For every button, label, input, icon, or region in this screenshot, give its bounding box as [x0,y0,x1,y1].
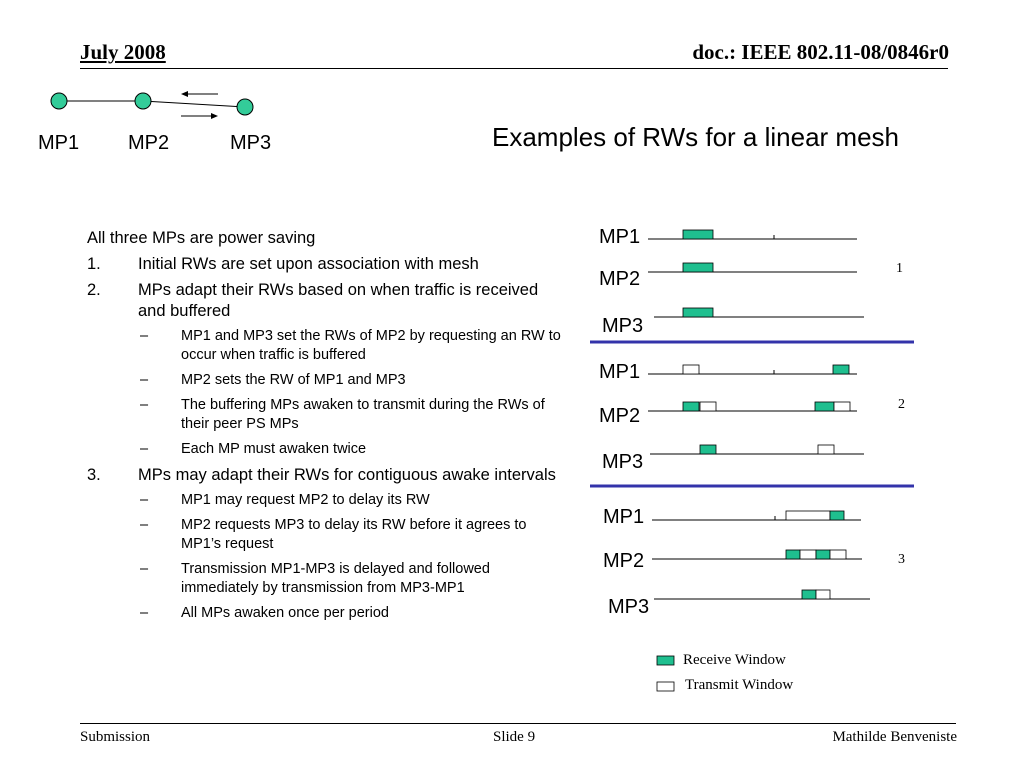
sub-item: – Transmission MP1-MP3 is delayed and fol… [140,561,490,596]
group-number-2: 2 [898,397,905,412]
legend-transmit-swatch [656,681,675,692]
legend-transmit-label: Transmit Window [685,677,794,693]
list-text: Initial RWs are set upon association wit… [138,255,479,273]
group-number-1: 1 [896,261,903,276]
list-item: 1. Initial RWs are set upon association … [87,254,562,275]
list-item: 3. MPs may adapt their RWs for contiguou… [87,465,562,486]
receive-window [682,401,700,412]
arrow-right-head [211,113,218,119]
sub-text: All MPs awaken once per period [181,605,389,621]
row-label-g1-mp2: MP2 [599,268,641,290]
list-number: 1. [87,255,101,273]
body-text: All three MPs are power saving 1. Initia… [87,228,562,629]
list-number: 3. [87,466,101,484]
group-number-3: 3 [898,552,905,567]
transmit-window [815,589,831,600]
transmit-window [829,549,847,560]
node-label-mp1: MP1 [38,132,80,154]
sub-item: – MP1 and MP3 set the RWs of MP2 by reque… [140,328,561,363]
transmit-window [785,510,831,521]
intro-text: All three MPs are power saving [87,229,316,247]
receive-window [815,549,831,560]
sub-item: – All MPs awaken once per period [140,605,389,621]
sub-item: – MP1 may request MP2 to delay its RW [140,492,430,508]
transmit-window [699,401,717,412]
sub-text: MP2 requests MP3 to delay its RW before … [181,517,527,552]
transmit-window [817,444,835,455]
link-mp2-mp3 [142,100,246,108]
header-doc-id: doc.: IEEE 802.11-08/0846r0 [692,40,949,64]
node-mp3 [236,98,254,116]
transmit-window [833,401,851,412]
transmit-window [799,549,817,560]
footer-slide-number: Slide 9 [493,729,536,745]
row-label-g2-mp1: MP1 [599,361,641,383]
sub-item: – Each MP must awaken twice [140,441,367,457]
receive-window [832,364,850,375]
footer-submission: Submission [80,729,151,745]
sub-text: The buffering MPs awaken to transmit dur… [181,397,545,432]
footer-author: Mathilde Benveniste [832,729,957,745]
list-text: MPs adapt their RWs based on when traffi… [138,281,539,320]
receive-window [785,549,801,560]
sub-text: MP1 and MP3 set the RWs of MP2 by reques… [181,328,561,363]
row-label-g3-mp2: MP2 [603,550,645,572]
arrow-left-head [181,91,188,97]
sub-text: Each MP must awaken twice [181,441,367,457]
sub-item: – MP2 sets the RW of MP1 and MP3 [140,372,406,388]
header-date: July 2008 [80,40,166,64]
node-mp2 [134,92,152,110]
row-label-g1-mp3: MP3 [602,315,644,337]
sub-text: MP2 sets the RW of MP1 and MP3 [181,372,406,388]
sub-item: – MP2 requests MP3 to delay its RW before… [140,517,527,552]
row-label-g2-mp2: MP2 [599,405,641,427]
node-mp1 [50,92,68,110]
header-divider [80,68,948,69]
list-number: 2. [87,281,101,299]
receive-window [682,229,714,240]
sub-text: MP1 may request MP2 to delay its RW [181,492,430,508]
row-label-g2-mp3: MP3 [602,451,644,473]
receive-window [801,589,817,600]
transmit-window [682,364,700,375]
receive-window [699,444,717,455]
sub-text: Transmission MP1-MP3 is delayed and foll… [181,561,490,596]
node-label-mp3: MP3 [230,132,272,154]
node-label-mp2: MP2 [128,132,170,154]
row-label-g3-mp3: MP3 [608,596,650,618]
topology-diagram [50,91,254,119]
list-text: MPs may adapt their RWs for contiguous a… [138,466,556,484]
sub-item: – The buffering MPs awaken to transmit du… [140,397,545,432]
list-item: 2. MPs adapt their RWs based on when tra… [87,280,562,322]
row-label-g3-mp1: MP1 [603,506,645,528]
receive-window [814,401,835,412]
legend-receive-swatch [656,655,675,666]
receive-window [682,262,714,273]
footer-divider [80,723,956,724]
receive-window [829,510,845,521]
receive-window [682,307,714,318]
slide-title: Examples of RWs for a linear mesh [492,122,899,152]
legend-receive-label: Receive Window [683,652,786,668]
row-label-g1-mp1: MP1 [599,226,641,248]
